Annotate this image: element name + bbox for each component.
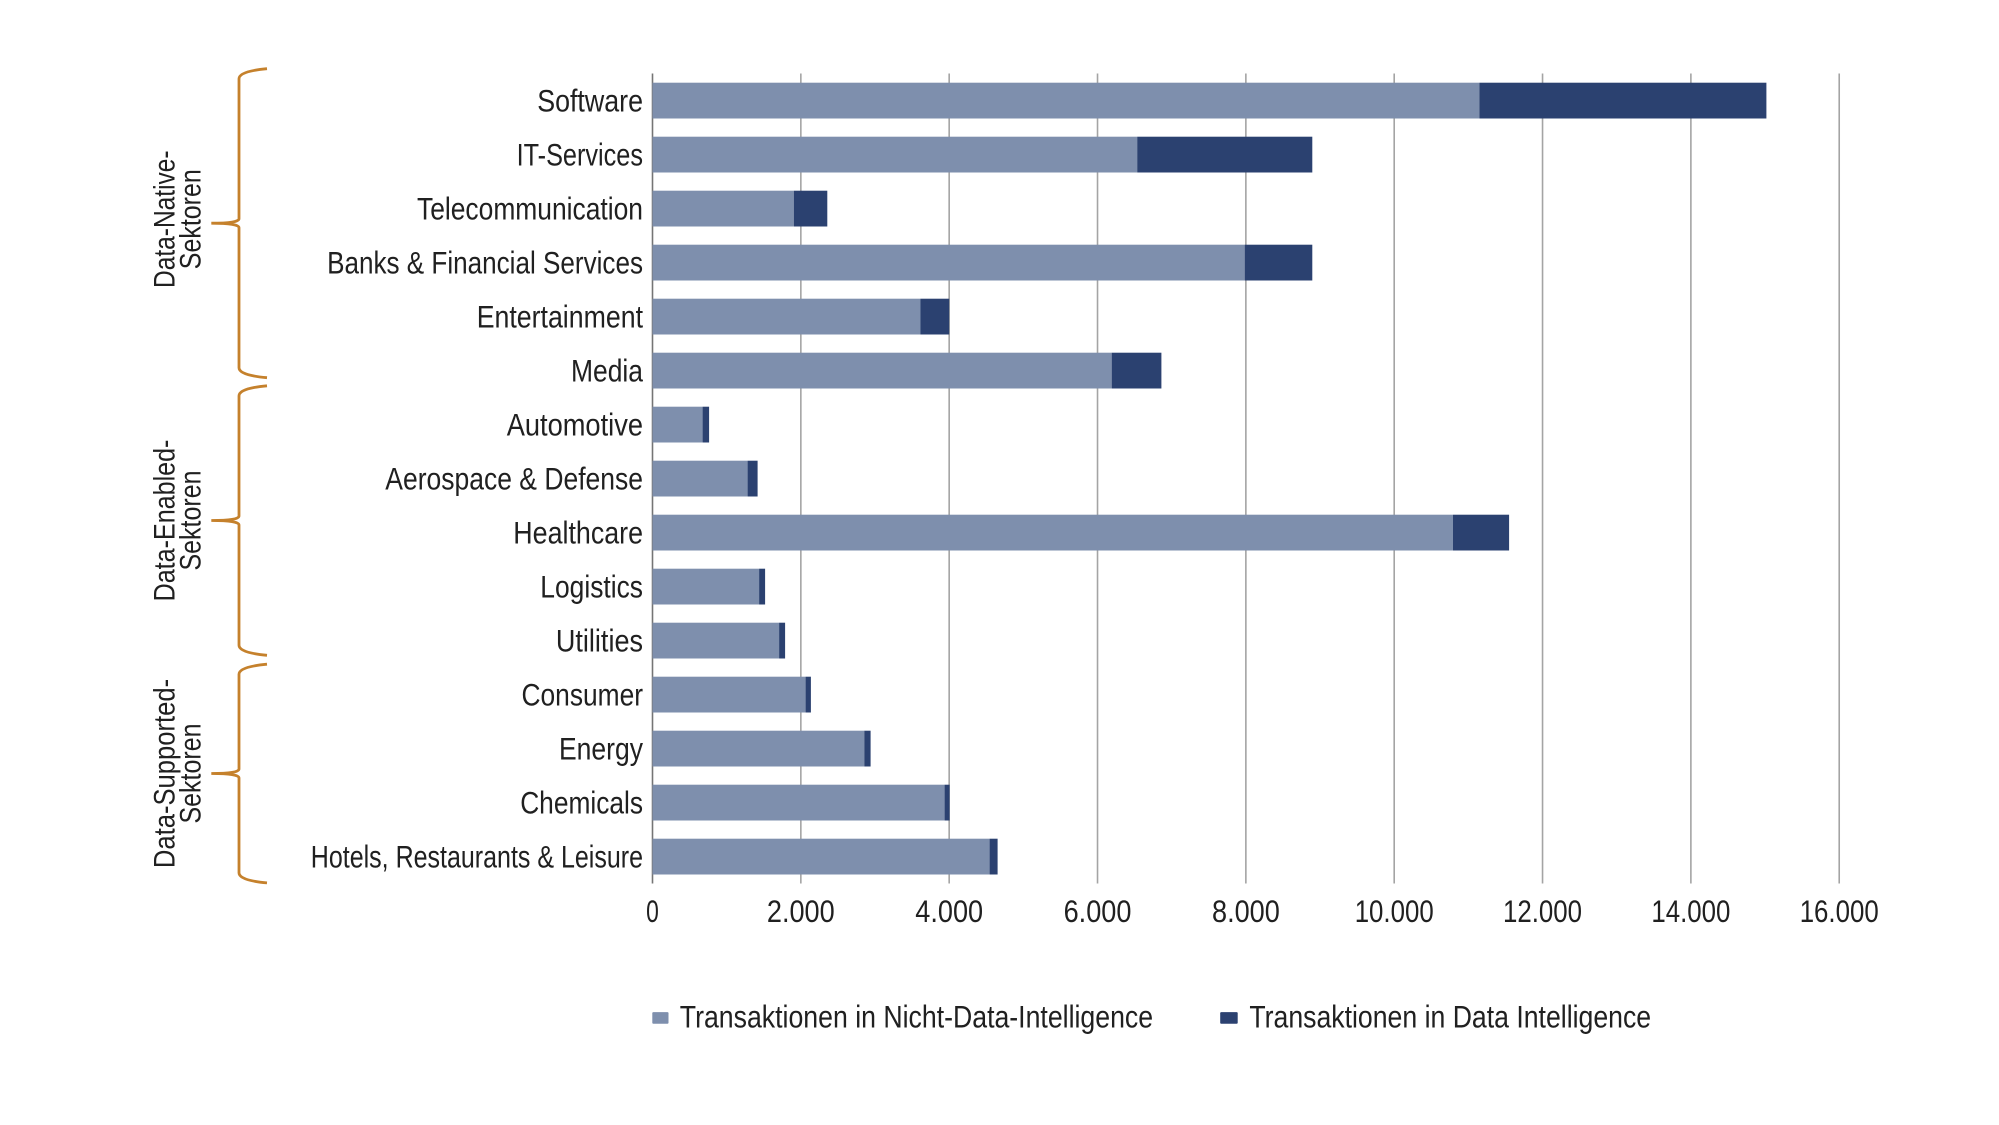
svg-text:Sektoren: Sektoren [175,471,208,571]
svg-text:Automotive: Automotive [507,407,643,443]
svg-text:IT-Services: IT-Services [517,137,643,173]
svg-text:Data-Enabled-: Data-Enabled- [148,440,181,602]
svg-text:Utilities: Utilities [556,623,643,659]
svg-text:16.000: 16.000 [1800,893,1879,929]
svg-text:8.000: 8.000 [1212,893,1280,929]
svg-text:Healthcare: Healthcare [513,515,643,551]
svg-text:2.000: 2.000 [767,893,835,929]
svg-text:Sektoren: Sektoren [175,169,208,269]
svg-text:Hotels, Restaurants & Leisure: Hotels, Restaurants & Leisure [311,839,643,875]
svg-text:Software: Software [537,83,643,119]
svg-text:Transaktionen in Nicht-Data-In: Transaktionen in Nicht-Data-Intelligence [680,999,1153,1035]
svg-text:10.000: 10.000 [1355,893,1434,929]
svg-text:Telecommunication: Telecommunication [417,191,643,227]
svg-text:Energy: Energy [559,731,643,767]
svg-text:Banks & Financial Services: Banks & Financial Services [327,245,643,281]
svg-text:Transaktionen in Data Intellig: Transaktionen in Data Intelligence [1249,999,1651,1035]
svg-text:14.000: 14.000 [1651,893,1730,929]
svg-text:Sektoren: Sektoren [175,724,208,824]
svg-text:0: 0 [646,893,659,929]
svg-text:Data-Supported-: Data-Supported- [148,679,181,868]
svg-text:Data-Native-: Data-Native- [148,150,181,288]
svg-text:Logistics: Logistics [540,569,643,605]
svg-text:Entertainment: Entertainment [477,299,644,335]
svg-text:Aerospace & Defense: Aerospace & Defense [385,461,643,497]
svg-text:12.000: 12.000 [1503,893,1582,929]
svg-text:Media: Media [571,353,643,389]
svg-text:6.000: 6.000 [1064,893,1132,929]
svg-text:4.000: 4.000 [915,893,983,929]
svg-text:Chemicals: Chemicals [520,785,643,821]
svg-text:Consumer: Consumer [522,677,644,713]
